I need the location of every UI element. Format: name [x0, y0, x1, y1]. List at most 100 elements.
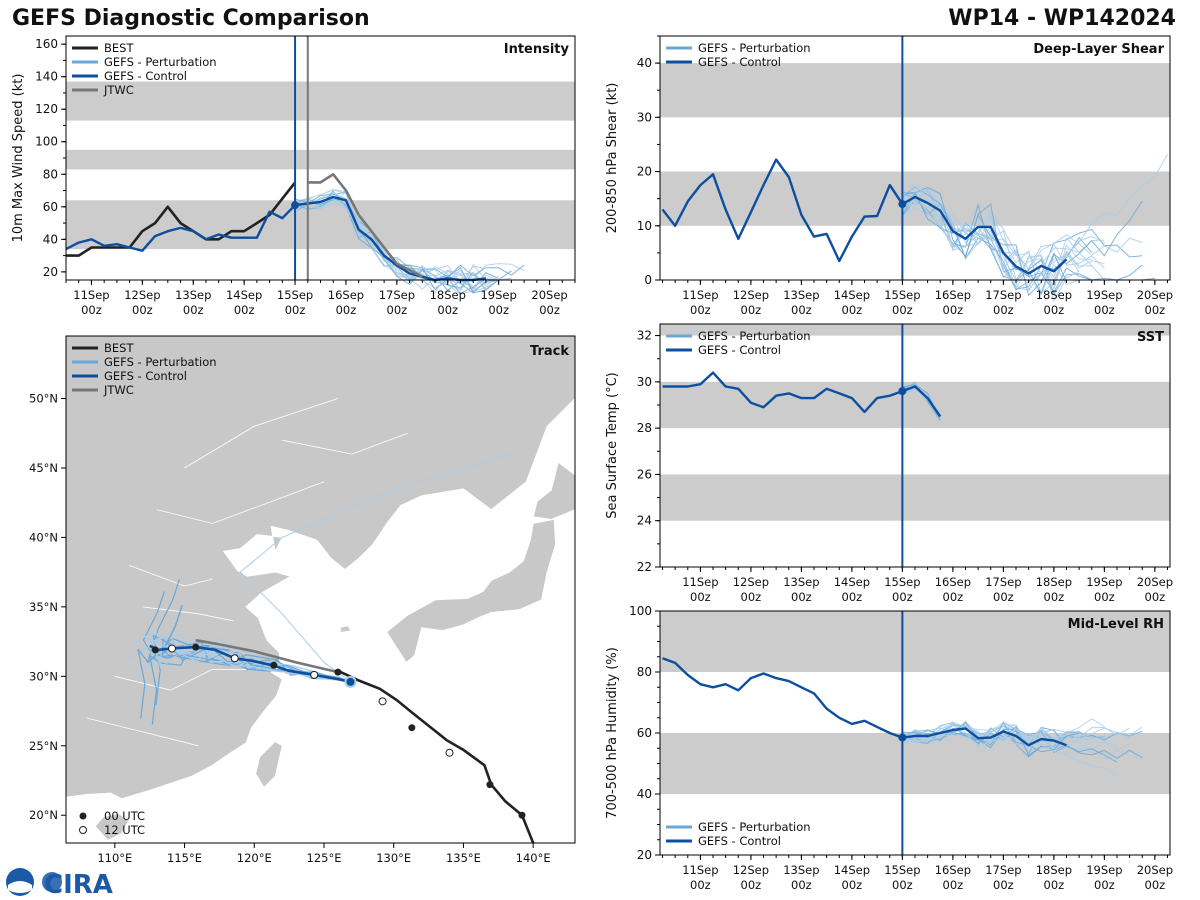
- perturbation-track-outlier: [239, 453, 513, 683]
- x-tick-label-hour: 00z: [488, 303, 509, 317]
- x-tick-label-date: 11Sep: [682, 863, 718, 877]
- shading-band: [660, 381, 1170, 429]
- lat-tick-label: 20°N: [29, 808, 58, 822]
- y-tick-label: 24: [637, 514, 652, 528]
- shading-band: [660, 611, 1170, 672]
- perturbation-track: [142, 591, 351, 683]
- legend-label: GEFS - Control: [698, 343, 781, 357]
- x-tick-label-hour: 00z: [791, 303, 812, 317]
- x-tick-label-hour: 00z: [741, 303, 762, 317]
- land-taiwan: [255, 741, 283, 789]
- y-tick-label: 60: [637, 726, 652, 740]
- x-tick-label-date: 18Sep: [1036, 863, 1072, 877]
- x-tick-label-hour: 00z: [741, 878, 762, 892]
- noaa-cira-logo: CIRA: [4, 866, 114, 898]
- x-tick-label-hour: 00z: [943, 590, 964, 604]
- y-tick-label: 140: [35, 70, 58, 84]
- x-tick-label-date: 16Sep: [935, 575, 971, 589]
- lat-tick-label: 30°N: [29, 669, 58, 683]
- x-tick-label-hour: 00z: [892, 303, 913, 317]
- x-tick-label-hour: 00z: [993, 303, 1014, 317]
- x-tick-label-date: 19Sep: [1086, 288, 1122, 302]
- x-tick-label-date: 18Sep: [1036, 575, 1072, 589]
- y-tick-label: 80: [43, 167, 58, 181]
- x-tick-label-date: 15Sep: [277, 288, 313, 302]
- jtwc-track: [195, 638, 339, 674]
- y-tick-label: 40: [637, 56, 652, 70]
- x-tick-label-hour: 00z: [842, 878, 863, 892]
- perturbation-member-line: [902, 154, 1168, 275]
- legend-label: GEFS - Control: [104, 69, 187, 83]
- marker-12utc: [310, 670, 319, 679]
- y-axis-label: 700-500 hPa Humidity (%): [605, 647, 620, 819]
- x-tick-label-date: 20Sep: [1137, 863, 1173, 877]
- panel-title: Deep-Layer Shear: [1033, 42, 1164, 57]
- shading-band: [660, 63, 1170, 118]
- province-border: [184, 398, 339, 469]
- y-tick-label: 100: [35, 135, 58, 149]
- land-mainland-asia: [65, 335, 576, 800]
- best-track-line: [66, 181, 297, 257]
- x-tick-label-date: 17Sep: [985, 863, 1021, 877]
- x-tick-label-date: 12Sep: [733, 863, 769, 877]
- perturbation-member-line: [901, 195, 1105, 281]
- x-tick-label-hour: 00z: [336, 303, 357, 317]
- x-tick-label-hour: 00z: [1145, 590, 1166, 604]
- x-tick-label-date: 18Sep: [1036, 288, 1072, 302]
- shading-band: [66, 149, 575, 170]
- x-tick-label-date: 19Sep: [1086, 575, 1122, 589]
- y-tick-label: 80: [637, 665, 652, 679]
- plot-area: [660, 324, 1170, 567]
- lat-tick-label: 45°N: [29, 461, 58, 475]
- perturbation-member-line: [294, 198, 512, 294]
- perturbation-member-line: [902, 723, 1118, 776]
- page-title-left: GEFS Diagnostic Comparison: [12, 6, 370, 31]
- lon-tick-label: 130°E: [376, 851, 411, 865]
- lon-tick-label: 110°E: [97, 851, 132, 865]
- jtwc-forecast-line: [307, 173, 423, 278]
- x-tick-label-hour: 00z: [690, 303, 711, 317]
- x-tick-label-date: 17Sep: [985, 575, 1021, 589]
- y-tick-label: 30: [637, 375, 652, 389]
- legend-label: GEFS - Control: [698, 834, 781, 848]
- shading-band: [66, 81, 575, 121]
- legend-12utc-label: 12 UTC: [104, 823, 145, 837]
- x-tick-label-hour: 00z: [132, 303, 153, 317]
- x-tick-label-hour: 00z: [791, 878, 812, 892]
- marker-00utc: [192, 643, 200, 651]
- legend-12utc-marker: [79, 826, 87, 834]
- x-tick-label-hour: 00z: [1044, 590, 1065, 604]
- lat-tick-label: 50°N: [29, 392, 58, 406]
- x-tick-label-hour: 00z: [842, 590, 863, 604]
- x-tick-label-hour: 00z: [741, 590, 762, 604]
- x-tick-label-date: 13Sep: [783, 575, 819, 589]
- legend-label: GEFS - Perturbation: [698, 41, 811, 55]
- x-tick-label-hour: 00z: [387, 303, 408, 317]
- y-tick-label: 120: [35, 102, 58, 116]
- x-tick-label-hour: 00z: [943, 303, 964, 317]
- perturbation-member-line: [902, 182, 1105, 295]
- x-tick-label-hour: 00z: [993, 878, 1014, 892]
- y-tick-label: 10: [637, 219, 652, 233]
- x-tick-label-hour: 00z: [1094, 303, 1115, 317]
- x-tick-label-date: 11Sep: [73, 288, 109, 302]
- x-tick-label-date: 15Sep: [884, 288, 920, 302]
- y-tick-label: 30: [637, 110, 652, 124]
- x-tick-label-date: 20Sep: [1137, 288, 1173, 302]
- x-tick-label-date: 20Sep: [1137, 575, 1173, 589]
- y-axis-label: 10m Max Wind Speed (kt): [11, 74, 26, 243]
- land-jeju: [340, 626, 351, 632]
- marker-12utc: [378, 697, 387, 706]
- legend-label: JTWC: [103, 383, 134, 397]
- x-tick-label-date: 16Sep: [935, 863, 971, 877]
- x-tick-label-date: 12Sep: [733, 288, 769, 302]
- x-tick-label-date: 17Sep: [379, 288, 415, 302]
- initial-time-marker: [291, 201, 300, 210]
- y-axis-label: 200-850 hPa Shear (kt): [605, 83, 620, 234]
- panel-title: SST: [1137, 330, 1164, 345]
- province-border: [114, 669, 248, 691]
- province-border: [282, 432, 408, 455]
- y-tick-label: 40: [637, 787, 652, 801]
- legend-label: JTWC: [103, 83, 134, 97]
- legend-label: GEFS - Perturbation: [104, 355, 217, 369]
